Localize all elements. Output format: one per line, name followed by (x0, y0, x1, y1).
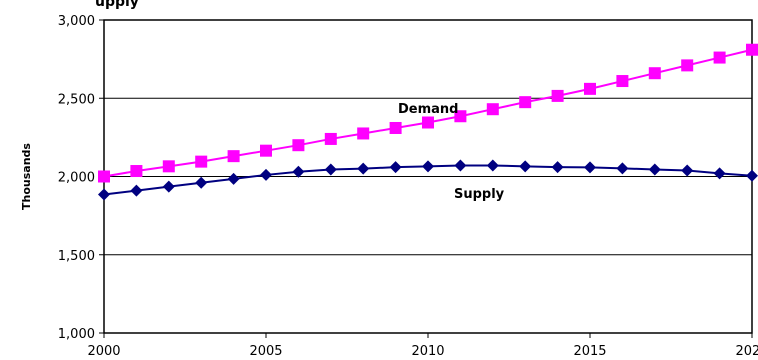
y-axis-label: Thousands (20, 143, 33, 210)
data-point-demand (486, 103, 499, 116)
x-tick-label: 2020 (735, 344, 758, 359)
x-tick-label: 2000 (87, 344, 120, 359)
data-point-supply (162, 180, 175, 193)
y-tick-label: 1,500 (58, 249, 95, 264)
data-point-supply (454, 159, 467, 172)
data-point-demand (324, 132, 337, 145)
data-point-demand (713, 51, 726, 64)
data-point-demand (292, 139, 305, 152)
data-point-supply (584, 161, 596, 174)
data-point-demand (98, 170, 110, 183)
series-label-supply: Supply (454, 187, 505, 202)
data-point-supply (746, 169, 758, 182)
x-tick-label: 2010 (411, 344, 444, 359)
y-tick-label: 2,000 (58, 171, 95, 186)
data-point-supply (227, 172, 240, 185)
data-point-demand (648, 67, 661, 80)
data-point-demand (227, 150, 240, 163)
data-point-demand (195, 155, 208, 168)
data-point-supply (616, 162, 629, 175)
data-point-demand (551, 89, 564, 102)
data-point-supply (486, 159, 499, 172)
chart-title-fragment: upply (95, 0, 139, 10)
data-point-supply (551, 161, 564, 174)
y-tick-label: 2,500 (58, 92, 95, 107)
data-point-demand (746, 43, 758, 56)
y-axis-ticks: 1,000 1,500 2,000 2,500 3,000 (58, 14, 104, 342)
data-point-demand (519, 96, 532, 109)
data-point-demand (260, 144, 272, 157)
data-point-supply (389, 161, 402, 174)
data-point-demand (616, 75, 629, 88)
data-point-demand (162, 160, 175, 173)
data-point-supply (713, 167, 726, 180)
data-point-supply (130, 184, 143, 197)
data-point-demand (681, 59, 694, 72)
x-axis-ticks: 2000 2005 2010 2015 2020 (87, 333, 758, 359)
y-tick-label: 3,000 (58, 14, 95, 29)
data-point-demand (389, 121, 402, 134)
data-point-demand (130, 165, 143, 178)
x-tick-label: 2015 (573, 344, 606, 359)
data-point-supply (357, 162, 370, 175)
data-point-supply (519, 160, 532, 173)
x-tick-label: 2005 (249, 344, 282, 359)
data-point-supply (195, 176, 208, 189)
data-point-supply (648, 163, 661, 176)
data-point-supply (324, 163, 337, 176)
data-point-demand (422, 116, 434, 129)
y-tick-label: 1,000 (58, 327, 95, 342)
data-point-demand (454, 110, 467, 123)
data-point-demand (357, 127, 370, 140)
grid (104, 97, 752, 256)
data-point-supply (681, 164, 694, 177)
data-point-supply (292, 165, 305, 178)
series-label-demand: Demand (398, 102, 459, 117)
series-group (98, 43, 758, 201)
data-point-supply (422, 160, 434, 173)
data-point-demand (584, 82, 596, 95)
data-point-supply (260, 168, 272, 181)
data-point-supply (98, 188, 110, 201)
